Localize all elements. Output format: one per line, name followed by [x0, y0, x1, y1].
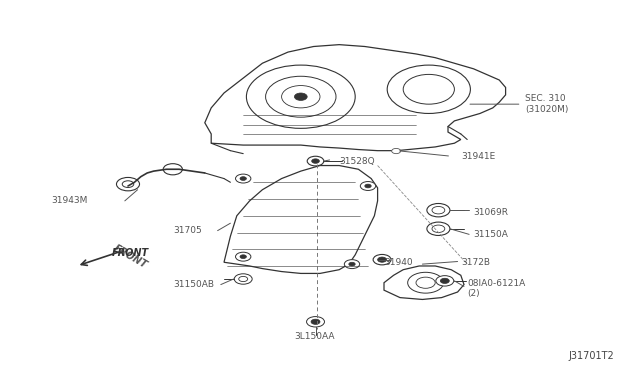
Circle shape: [436, 276, 454, 286]
Circle shape: [373, 254, 391, 265]
Text: FRONT: FRONT: [112, 248, 149, 258]
Text: 31941E: 31941E: [461, 152, 495, 161]
Circle shape: [432, 225, 445, 232]
Circle shape: [307, 156, 324, 166]
Circle shape: [163, 164, 182, 175]
Circle shape: [312, 159, 319, 163]
Circle shape: [116, 177, 140, 191]
Text: 31150AB: 31150AB: [173, 280, 214, 289]
Text: 31943M: 31943M: [51, 196, 88, 205]
Circle shape: [311, 319, 320, 324]
Circle shape: [392, 148, 401, 154]
Circle shape: [440, 278, 449, 283]
Text: 31705: 31705: [173, 226, 202, 235]
Circle shape: [432, 206, 445, 214]
Circle shape: [344, 260, 360, 269]
Circle shape: [427, 203, 450, 217]
Text: J31701T2: J31701T2: [569, 351, 614, 361]
Circle shape: [360, 182, 376, 190]
Text: 3172B: 3172B: [461, 258, 490, 267]
Circle shape: [349, 262, 355, 266]
Text: 31528Q: 31528Q: [339, 157, 375, 166]
Text: 31940: 31940: [384, 258, 413, 267]
Circle shape: [234, 274, 252, 284]
Circle shape: [236, 252, 251, 261]
Circle shape: [240, 177, 246, 180]
Circle shape: [427, 222, 450, 235]
Circle shape: [236, 174, 251, 183]
Text: 3L150AA: 3L150AA: [294, 332, 335, 341]
Circle shape: [365, 184, 371, 188]
Circle shape: [294, 93, 307, 100]
Text: 31069R: 31069R: [474, 208, 509, 217]
Text: FRONT: FRONT: [112, 243, 149, 270]
Circle shape: [240, 255, 246, 259]
Text: SEC. 310
(31020M): SEC. 310 (31020M): [525, 94, 568, 114]
Circle shape: [122, 181, 134, 187]
Text: 08IA0-6121A
(2): 08IA0-6121A (2): [467, 279, 525, 298]
Circle shape: [307, 317, 324, 327]
Text: 31150A: 31150A: [474, 230, 508, 239]
Circle shape: [239, 276, 248, 282]
Circle shape: [378, 257, 387, 262]
